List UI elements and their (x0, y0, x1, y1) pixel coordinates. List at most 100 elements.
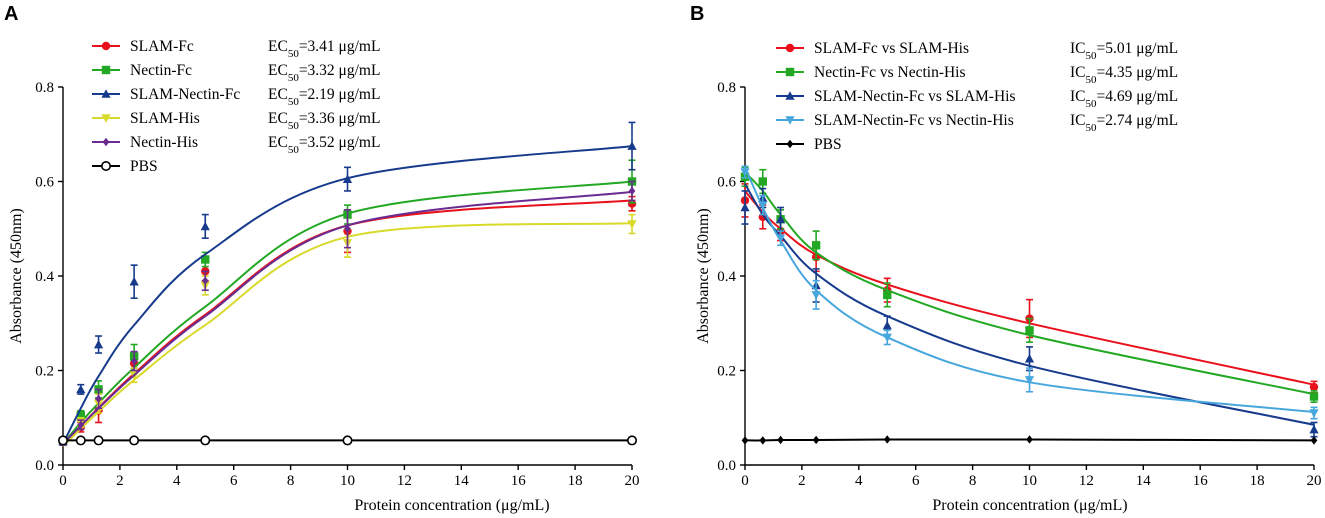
panel-a-data-point (342, 435, 353, 446)
panel-b-x-tick-label: 2 (798, 473, 806, 489)
panel-a-data-point (627, 141, 637, 150)
legend-stat-subscript: 50 (1086, 98, 1098, 110)
panel-a-data-point (76, 411, 85, 420)
panel-a-data-point (95, 394, 102, 404)
panel-b-legend-item: SLAM-Fc vs SLAM-His IC50=5.01 μg/mL (776, 40, 1178, 62)
panel-a-x-tick-label: 2 (116, 473, 124, 489)
legend-stat-value: =4.69 μg/mL (1097, 88, 1179, 105)
panel-a-series-6 (57, 435, 637, 446)
panel-b-data-point (740, 202, 750, 212)
legend-stat: EC50=3.36 μg/mL (268, 110, 380, 132)
legend-stat-value: =2.19 μg/mL (299, 86, 381, 103)
panel-b-legend-item: SLAM-Nectin-Fc vs Nectin-His IC50=2.74 μg… (776, 112, 1178, 134)
legend-stat-value: =5.01 μg/mL (1097, 40, 1179, 57)
legend-stat-subscript: 50 (288, 144, 300, 156)
legend-label: PBS (130, 158, 158, 175)
panel-b-x-tick-label: 14 (1136, 473, 1152, 489)
legend-marker (101, 161, 112, 172)
panel-b-fit-curve (744, 183, 1315, 426)
panel-a-legend-item: SLAM-Fc EC50=3.41 μg/mL (92, 38, 380, 60)
panel-b-data-point (758, 201, 768, 210)
legend-marker (785, 91, 795, 100)
panel-a-x-axis-title: Protein concentration (μg/mL) (354, 497, 549, 514)
panel-b-data-point (775, 214, 786, 224)
panel-a-series-3 (58, 121, 637, 446)
legend-label: PBS (814, 136, 842, 153)
panel-b: B Protein concentration (μg/mL) Absorban… (690, 3, 1322, 514)
panel-b-legend-item: PBS (776, 136, 842, 153)
panel-a-data-point (201, 276, 209, 285)
legend-stat-prefix: EC (268, 86, 288, 103)
panel-a-data-point (201, 255, 210, 264)
legend-stat-subscript: 50 (1086, 74, 1098, 86)
panel-a-series-2 (58, 159, 637, 446)
legend-stat: EC50=3.52 μg/mL (268, 134, 380, 156)
panel-b-x-tick-label: 20 (1307, 473, 1322, 489)
panel-a-fit-curve (62, 190, 633, 445)
panel-a-x-tick-label: 0 (59, 473, 67, 489)
legend-marker (101, 65, 111, 75)
panel-b-data-point (1024, 376, 1035, 385)
panel-b-data-point (883, 435, 891, 444)
panel-a-y-tick-label: 0.6 (35, 175, 54, 191)
panel-a-data-point (342, 174, 353, 183)
panel-a-data-point (200, 435, 211, 446)
legend-marker (785, 43, 795, 53)
panel-b-y-axis-title: Absorbance (450nm) (695, 208, 712, 344)
legend-label: SLAM-His (130, 110, 200, 127)
panel-a-legend-item: SLAM-His EC50=3.36 μg/mL (92, 110, 380, 132)
legend-stat-prefix: EC (268, 62, 288, 79)
legend-label: SLAM-Nectin-Fc vs SLAM-His (814, 88, 1016, 105)
panel-b-y-tick-label: 0.4 (717, 269, 736, 285)
panel-b-x-tick-label: 4 (855, 473, 863, 489)
panel-b-y-tick-label: 0.2 (717, 364, 736, 380)
panel-b-data-point (811, 291, 821, 300)
legend-stat-value: =3.36 μg/mL (299, 110, 381, 127)
panel-b-legend-item: SLAM-Nectin-Fc vs SLAM-His IC50=4.69 μg/m… (776, 88, 1178, 110)
panel-a-data-point (93, 435, 104, 446)
legend-marker (785, 116, 795, 125)
legend-stat-prefix: IC (1070, 40, 1086, 57)
panel-a-x-tick-label: 16 (511, 473, 527, 489)
panel-a-x-tick-label: 20 (625, 473, 640, 489)
legend-stat-value: =3.32 μg/mL (299, 62, 381, 79)
panel-a-x-tick-label: 14 (454, 473, 470, 489)
panel-a-data-point (129, 276, 139, 286)
legend-stat-value: =3.52 μg/mL (299, 134, 381, 151)
legend-stat: IC50=2.74 μg/mL (1070, 112, 1178, 134)
panel-b-data-point (1310, 436, 1318, 445)
legend-stat-prefix: EC (268, 110, 288, 127)
panel-a-x-tick-label: 10 (340, 473, 355, 489)
legend-stat: EC50=3.41 μg/mL (268, 38, 380, 60)
legend-stat-prefix: IC (1070, 88, 1086, 105)
panel-b-data-point (811, 241, 821, 250)
panel-a-data-point (75, 435, 86, 446)
panel-a-x-tick-label: 12 (397, 473, 412, 489)
legend-stat-subscript: 50 (288, 96, 300, 108)
panel-a-x-tick-label: 6 (230, 473, 238, 489)
panel-b-series-5 (741, 435, 1318, 445)
legend-stat-prefix: EC (268, 38, 288, 55)
legend-label: SLAM-Fc vs SLAM-His (814, 40, 969, 57)
panel-b-data-point (758, 177, 767, 186)
panel-a-data-point (627, 199, 637, 208)
panel-a-legend-item: SLAM-Nectin-Fc EC50=2.19 μg/mL (92, 86, 380, 108)
panel-a-series-5 (59, 180, 636, 446)
panel-a-y-axis-title: Absorbance (450nm) (8, 208, 25, 344)
panel-a-data-point (93, 339, 104, 349)
legend-label: Nectin-Fc vs Nectin-His (814, 64, 966, 81)
panel-b-x-tick-label: 6 (912, 473, 920, 489)
panel-b-x-tick-label: 10 (1022, 473, 1037, 489)
legend-label: Nectin-Fc (130, 62, 192, 79)
legend-label: SLAM-Nectin-Fc vs Nectin-His (814, 112, 1014, 129)
legend-stat-prefix: IC (1070, 112, 1086, 129)
panel-b-x-axis-title: Protein concentration (μg/mL) (932, 497, 1127, 514)
panel-b-data-point (812, 435, 820, 445)
panel-b-data-point (1309, 382, 1319, 392)
panel-a-data-point (627, 220, 637, 229)
panel-a-data-point (77, 420, 85, 430)
panel-a-legend-item: Nectin-His EC50=3.52 μg/mL (92, 134, 380, 156)
legend-marker (786, 139, 794, 149)
legend-marker (101, 41, 111, 51)
legend-stat-subscript: 50 (288, 48, 300, 60)
